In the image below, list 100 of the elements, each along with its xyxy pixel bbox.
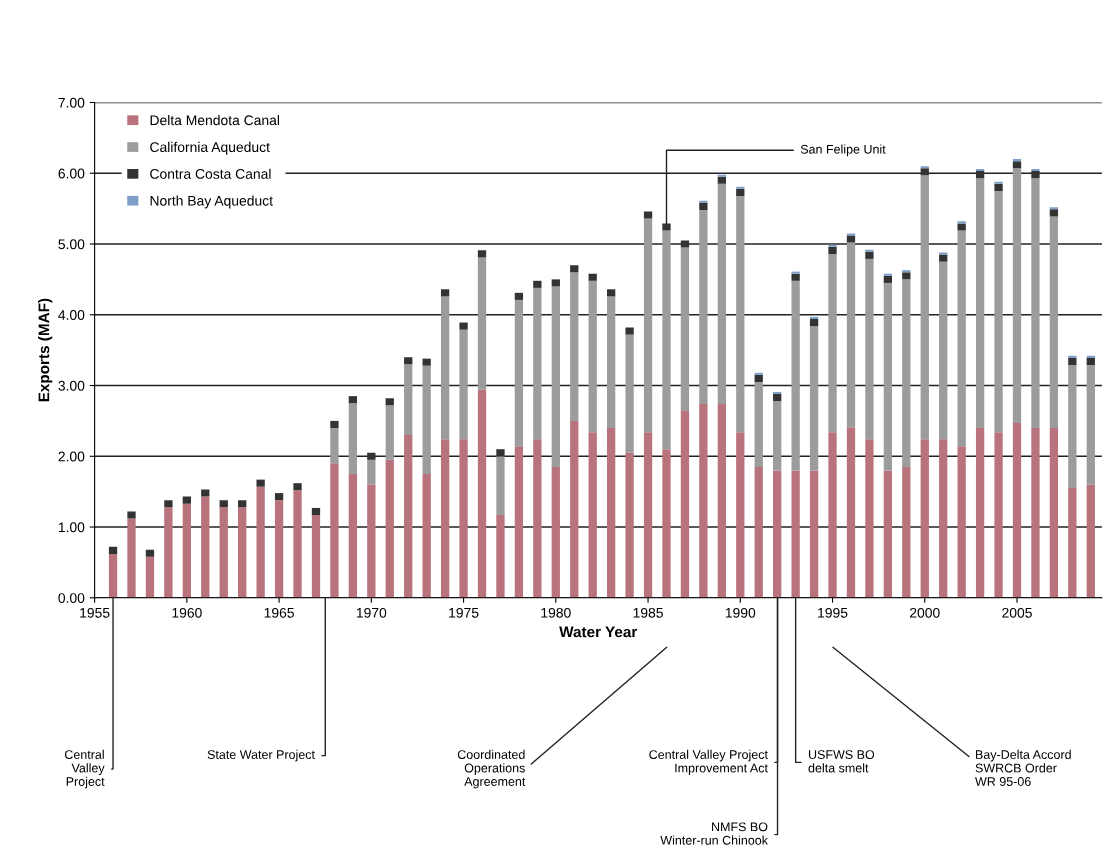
bar bbox=[883, 282, 893, 471]
bar bbox=[699, 210, 708, 404]
bar bbox=[385, 405, 394, 460]
y-tick-label: 4.00 bbox=[58, 310, 85, 320]
bar bbox=[404, 364, 413, 436]
bar bbox=[717, 403, 726, 598]
bar bbox=[496, 449, 505, 457]
bar bbox=[736, 195, 745, 433]
y-tick-label: 1.00 bbox=[58, 522, 85, 533]
bar bbox=[625, 327, 634, 335]
bar bbox=[607, 289, 616, 297]
bar bbox=[902, 279, 911, 467]
bar bbox=[127, 511, 136, 519]
bar bbox=[182, 496, 191, 504]
bar bbox=[533, 287, 542, 440]
bar bbox=[791, 470, 800, 598]
legend-label: Contra Costa Canal bbox=[150, 168, 271, 179]
bar bbox=[311, 515, 321, 598]
bar bbox=[828, 244, 837, 247]
y-tick-label: 6.00 bbox=[58, 168, 85, 179]
bar bbox=[570, 420, 579, 598]
bar bbox=[293, 483, 302, 491]
text: Coordinated Operations Agreement bbox=[457, 749, 526, 789]
bar bbox=[238, 507, 247, 598]
bar bbox=[422, 358, 431, 366]
bar bbox=[1012, 423, 1022, 598]
bar bbox=[182, 503, 191, 598]
bar bbox=[883, 470, 893, 598]
bar bbox=[238, 500, 247, 508]
bar bbox=[201, 496, 210, 598]
bar bbox=[680, 240, 690, 248]
bar bbox=[514, 446, 524, 598]
bar bbox=[477, 250, 487, 258]
bar bbox=[920, 168, 929, 176]
bar bbox=[865, 251, 874, 259]
bar bbox=[883, 275, 893, 283]
x-tick-label: 1970 bbox=[356, 607, 387, 618]
bar bbox=[625, 452, 634, 598]
bar bbox=[939, 254, 948, 262]
bar bbox=[477, 257, 487, 390]
bar bbox=[846, 242, 856, 428]
x-tick-label: 1985 bbox=[633, 607, 663, 618]
bar bbox=[975, 178, 985, 428]
bar bbox=[643, 218, 653, 433]
bar bbox=[1068, 355, 1077, 358]
y-tick-label: 5.00 bbox=[58, 239, 85, 250]
bar bbox=[699, 200, 708, 203]
bar bbox=[496, 515, 505, 598]
x-axis-title: Water Year bbox=[559, 626, 638, 638]
bar bbox=[773, 394, 782, 402]
bar bbox=[1068, 357, 1077, 365]
bar bbox=[570, 265, 579, 273]
bar bbox=[588, 432, 597, 598]
bar bbox=[367, 452, 376, 460]
bar bbox=[773, 401, 782, 471]
bar bbox=[680, 247, 690, 411]
bar bbox=[293, 490, 302, 598]
annotation: USFWS BO delta smelt bbox=[808, 750, 875, 773]
bar bbox=[348, 396, 358, 404]
bar bbox=[551, 466, 560, 598]
bar bbox=[994, 432, 1003, 598]
bar bbox=[920, 439, 929, 598]
y-tick-label: 3.00 bbox=[58, 380, 85, 391]
bar bbox=[459, 439, 468, 598]
bar bbox=[754, 374, 763, 382]
bar bbox=[1086, 484, 1095, 598]
bar bbox=[127, 518, 136, 598]
bar bbox=[256, 479, 265, 487]
legend-label: North Bay Aqueduct bbox=[150, 195, 273, 209]
bar bbox=[902, 272, 911, 280]
bar bbox=[754, 381, 763, 467]
text: Central Valley Project Improvement Act bbox=[649, 749, 768, 775]
bar bbox=[108, 546, 118, 554]
bar bbox=[588, 280, 597, 433]
bar bbox=[920, 175, 929, 440]
bar bbox=[145, 549, 155, 557]
bar bbox=[570, 272, 579, 421]
bar bbox=[367, 484, 376, 598]
bar bbox=[164, 500, 173, 508]
bar bbox=[274, 493, 284, 501]
bar bbox=[588, 273, 597, 281]
x-tick-label: 1980 bbox=[541, 607, 571, 618]
text: Central Valley Project bbox=[64, 749, 105, 789]
bar bbox=[994, 190, 1003, 433]
bar bbox=[662, 223, 671, 231]
bar bbox=[330, 427, 339, 464]
bar bbox=[219, 507, 228, 598]
bar bbox=[754, 466, 763, 598]
bar bbox=[404, 357, 413, 365]
bar bbox=[957, 446, 966, 598]
bar bbox=[440, 439, 450, 598]
bar bbox=[496, 456, 505, 516]
bar bbox=[367, 459, 376, 485]
bar bbox=[440, 289, 450, 297]
bar bbox=[1086, 365, 1095, 485]
bar bbox=[736, 432, 745, 598]
bar bbox=[607, 427, 616, 598]
y-axis-title: Exports (MAF) bbox=[38, 298, 53, 402]
bar bbox=[219, 500, 228, 508]
bar bbox=[865, 249, 874, 252]
